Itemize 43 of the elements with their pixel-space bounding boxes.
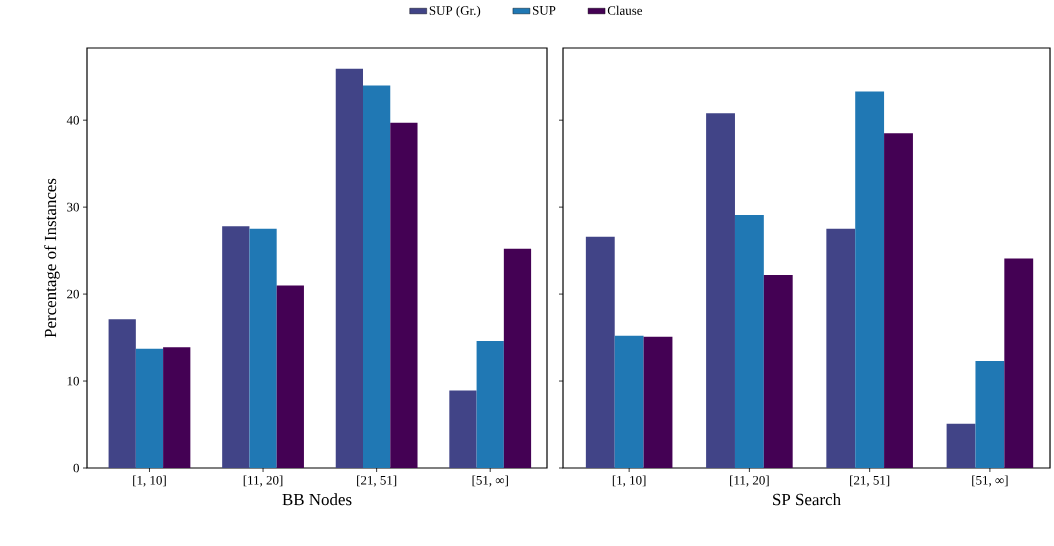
bar: [1004, 258, 1034, 468]
bar: [276, 285, 304, 468]
y-tick-label: 40: [66, 115, 79, 125]
x-tick-label: [1, 10]: [612, 475, 646, 487]
bar: [585, 236, 615, 468]
bar: [763, 274, 793, 468]
bar: [826, 228, 856, 468]
legend-label: SUP: [532, 6, 556, 15]
y-tick-label: 20: [67, 289, 79, 299]
bar: [108, 319, 136, 468]
bar: [335, 68, 363, 468]
bar: [390, 122, 418, 468]
bar: [163, 347, 191, 468]
x-tick-label: [51, ∞]: [972, 475, 1008, 487]
y-tick-label: 0: [73, 463, 79, 473]
x-tick-label: [11, 20]: [730, 475, 769, 487]
bar: [643, 336, 673, 468]
y-axis-title: Percentage of Instances: [44, 178, 60, 338]
y-tick-label: 10: [67, 376, 79, 386]
x-axis-title: SP Search: [773, 493, 841, 506]
x-tick-label: [51, ∞]: [472, 475, 508, 487]
bar: [706, 113, 735, 468]
bar: [975, 361, 1005, 468]
bar: [449, 390, 477, 468]
bar: [946, 423, 976, 468]
x-tick-label: [11, 20]: [243, 475, 283, 487]
x-tick-label: [21, 51]: [850, 475, 890, 487]
x-tick-label: [1, 10]: [133, 475, 166, 487]
x-tick-label: [21, 51]: [357, 475, 397, 487]
bar: [476, 341, 504, 468]
bar: [855, 91, 885, 468]
bar: [503, 248, 532, 468]
bar: [884, 133, 913, 468]
bar: [135, 348, 164, 468]
bar: [614, 335, 644, 468]
legend-label: Clause: [607, 5, 643, 15]
y-tick-label: 30: [67, 202, 79, 212]
bar: [222, 226, 250, 468]
legend-label: SUP (Gr.): [429, 5, 481, 18]
bar: [734, 214, 764, 468]
x-axis-title: BB Nodes: [282, 493, 352, 506]
bar: [363, 85, 391, 468]
bar: [249, 228, 277, 468]
